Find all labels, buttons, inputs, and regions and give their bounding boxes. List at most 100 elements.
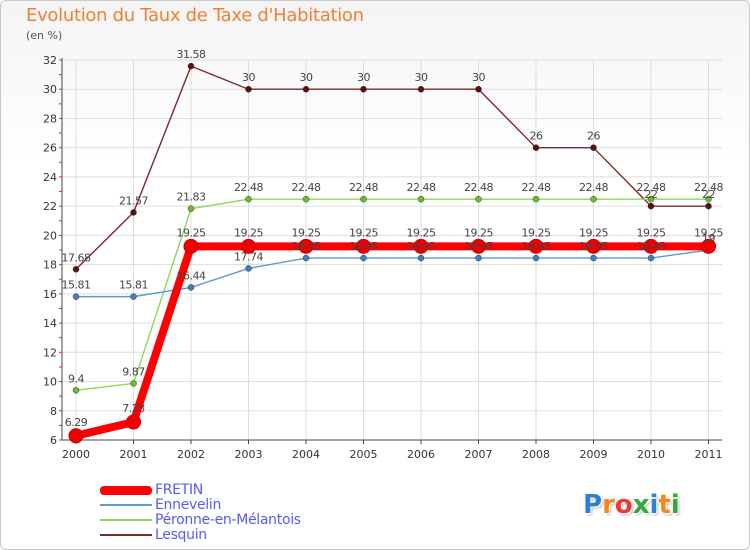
data-label: 18.45 [407, 240, 436, 253]
data-label: 30 [242, 71, 255, 84]
data-label: 22.48 [292, 181, 321, 194]
data-point [126, 414, 141, 430]
data-label: 22.48 [349, 181, 378, 194]
data-label: 22.48 [234, 181, 263, 194]
data-label: 6.29 [65, 416, 88, 429]
data-label: 30 [357, 71, 370, 84]
proxiti-logo: Proxiti [583, 490, 680, 520]
data-label: 31.58 [177, 48, 206, 61]
data-label: 18.45 [637, 240, 666, 253]
data-label: 26 [530, 130, 543, 143]
data-label: 17.68 [62, 251, 91, 264]
data-point [701, 238, 716, 254]
x-tick-label: 2009 [580, 448, 608, 461]
x-tick-label: 2000 [62, 448, 90, 461]
data-label: 18.45 [349, 240, 378, 253]
series-line-lesquin [75, 65, 709, 270]
x-tick-label: 2001 [120, 448, 148, 461]
data-label: 15.81 [119, 279, 148, 292]
data-point [586, 238, 601, 254]
data-label: 22.48 [579, 181, 608, 194]
data-point [360, 85, 367, 93]
legend-swatch [100, 486, 152, 495]
data-point [241, 238, 256, 254]
legend-label: Lesquin [155, 527, 207, 543]
data-label: 19.25 [349, 226, 378, 239]
data-label: 18.45 [579, 240, 608, 253]
data-label: 22.48 [694, 181, 723, 194]
y-tick-label: 10 [43, 376, 57, 389]
y-tick-label: 22 [43, 200, 57, 213]
data-label: 7.23 [122, 402, 145, 415]
data-point [705, 195, 712, 203]
x-tick-label: 2006 [407, 448, 435, 461]
data-point [302, 195, 310, 203]
data-label: 16.44 [177, 269, 206, 282]
data-point [72, 387, 80, 394]
data-point [475, 195, 482, 203]
data-point [532, 144, 540, 151]
data-point [647, 254, 655, 262]
data-point [590, 195, 597, 203]
data-label: 22 [645, 188, 658, 201]
data-label: 19.25 [694, 226, 723, 239]
data-label: 18.45 [464, 240, 493, 253]
data-point [413, 238, 429, 254]
data-point [130, 293, 137, 300]
data-point [590, 144, 597, 151]
data-label: 19.25 [522, 226, 551, 239]
data-label: 30 [300, 71, 313, 84]
legend-item: Ennevelin [100, 497, 400, 513]
data-point [356, 238, 371, 254]
data-point [187, 205, 195, 212]
data-point [360, 254, 367, 262]
data-label: 21.57 [119, 194, 148, 207]
data-point [471, 238, 486, 254]
series-line-fretin [75, 242, 709, 440]
data-point [705, 202, 712, 210]
data-label: 22.48 [464, 181, 493, 194]
data-point [130, 209, 137, 216]
data-label: 19.25 [579, 226, 608, 239]
data-label: 30 [415, 71, 428, 84]
legend-label: Ennevelin [155, 497, 222, 513]
data-label: 22.48 [522, 181, 551, 194]
y-tick-label: 8 [50, 405, 57, 418]
data-label: 19.25 [292, 226, 321, 239]
series-line-ennevelin [76, 249, 709, 298]
chart-subtitle: (en %) [26, 29, 63, 42]
legend-label: FRETIN [155, 482, 203, 498]
x-tick-label: 2008 [522, 448, 550, 461]
data-label: 9.4 [68, 372, 84, 385]
data-label: 19.25 [407, 226, 436, 239]
legend-swatch [100, 504, 152, 506]
data-point [187, 284, 195, 291]
data-label: 19 [702, 232, 715, 245]
data-label: 22.48 [637, 181, 666, 194]
data-label: 22.48 [407, 181, 436, 194]
legend-swatch [100, 519, 152, 521]
data-point [417, 254, 425, 262]
y-tick-label: 16 [43, 288, 57, 301]
y-tick-label: 30 [43, 83, 57, 96]
data-point [590, 254, 597, 262]
legend-swatch [100, 534, 152, 536]
legend-label: Péronne-en-Mélantois [155, 512, 301, 528]
chart-title: Evolution du Taux de Taxe d'Habitation [26, 5, 364, 26]
data-point [532, 195, 540, 203]
y-tick-label: 20 [43, 229, 57, 242]
x-tick-label: 2011 [695, 448, 723, 461]
data-point [72, 266, 80, 273]
data-label: 26 [587, 130, 600, 143]
data-point [183, 238, 199, 254]
data-label: 18.45 [522, 240, 551, 253]
y-tick-label: 18 [43, 259, 57, 272]
data-label: 19.25 [177, 226, 206, 239]
data-label: 9.87 [122, 365, 145, 378]
data-point [245, 195, 252, 203]
data-label: 22 [702, 188, 715, 201]
data-point [360, 195, 367, 203]
data-label: 15.81 [62, 279, 91, 292]
data-point [68, 428, 84, 444]
